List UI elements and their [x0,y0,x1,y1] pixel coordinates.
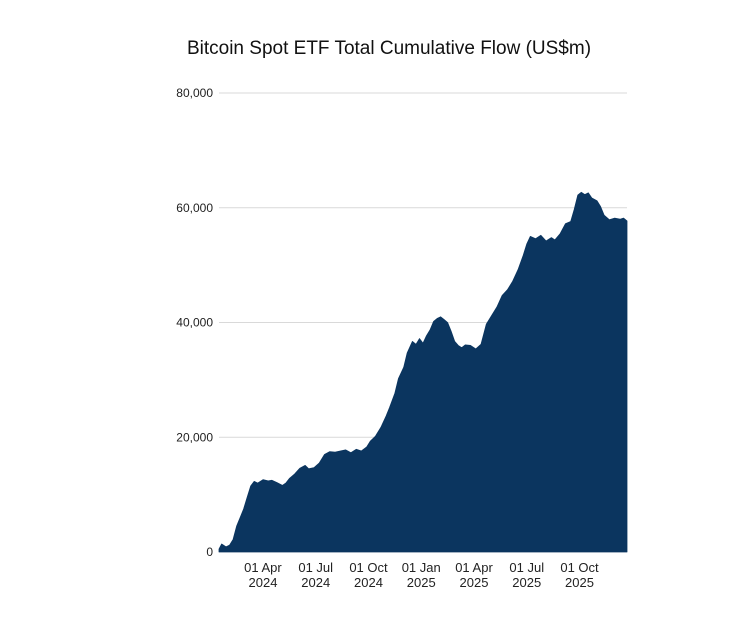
y-tick-label: 40,000 [176,316,213,330]
area-series-layer [218,191,628,553]
x-tick-line1: 01 Oct [349,560,388,575]
y-axis-ticks: 0 20,000 40,000 60,000 80,000 [176,86,213,559]
x-tick-line1: 01 Oct [560,560,599,575]
area-series-0 [218,191,628,553]
x-tick-line1: 01 Jan [402,560,441,575]
x-tick-label: 01 Apr 2025 [455,560,493,590]
x-tick-line2: 2025 [407,575,436,590]
x-tick-label: 01 Jan 2025 [402,560,441,590]
x-tick-line2: 2025 [460,575,489,590]
x-tick-line1: 01 Jul [509,560,544,575]
x-tick-label: 01 Apr 2024 [244,560,282,590]
x-tick-label: 01 Jul 2025 [509,560,544,590]
x-tick-label: 01 Oct 2025 [560,560,599,590]
x-tick-line1: 01 Apr [244,560,282,575]
x-tick-line1: 01 Jul [298,560,333,575]
x-tick-label: 01 Jul 2024 [298,560,333,590]
y-tick-label: 60,000 [176,201,213,215]
x-tick-line1: 01 Apr [455,560,493,575]
x-tick-label: 01 Oct 2024 [349,560,388,590]
x-tick-line2: 2025 [565,575,594,590]
x-tick-line2: 2024 [301,575,330,590]
x-tick-line2: 2024 [249,575,278,590]
chart-title: Bitcoin Spot ETF Total Cumulative Flow (… [187,38,591,59]
x-tick-line2: 2025 [512,575,541,590]
y-tick-label: 80,000 [176,86,213,100]
x-tick-line2: 2024 [354,575,383,590]
y-tick-label: 0 [206,545,213,559]
y-tick-label: 20,000 [176,430,213,444]
